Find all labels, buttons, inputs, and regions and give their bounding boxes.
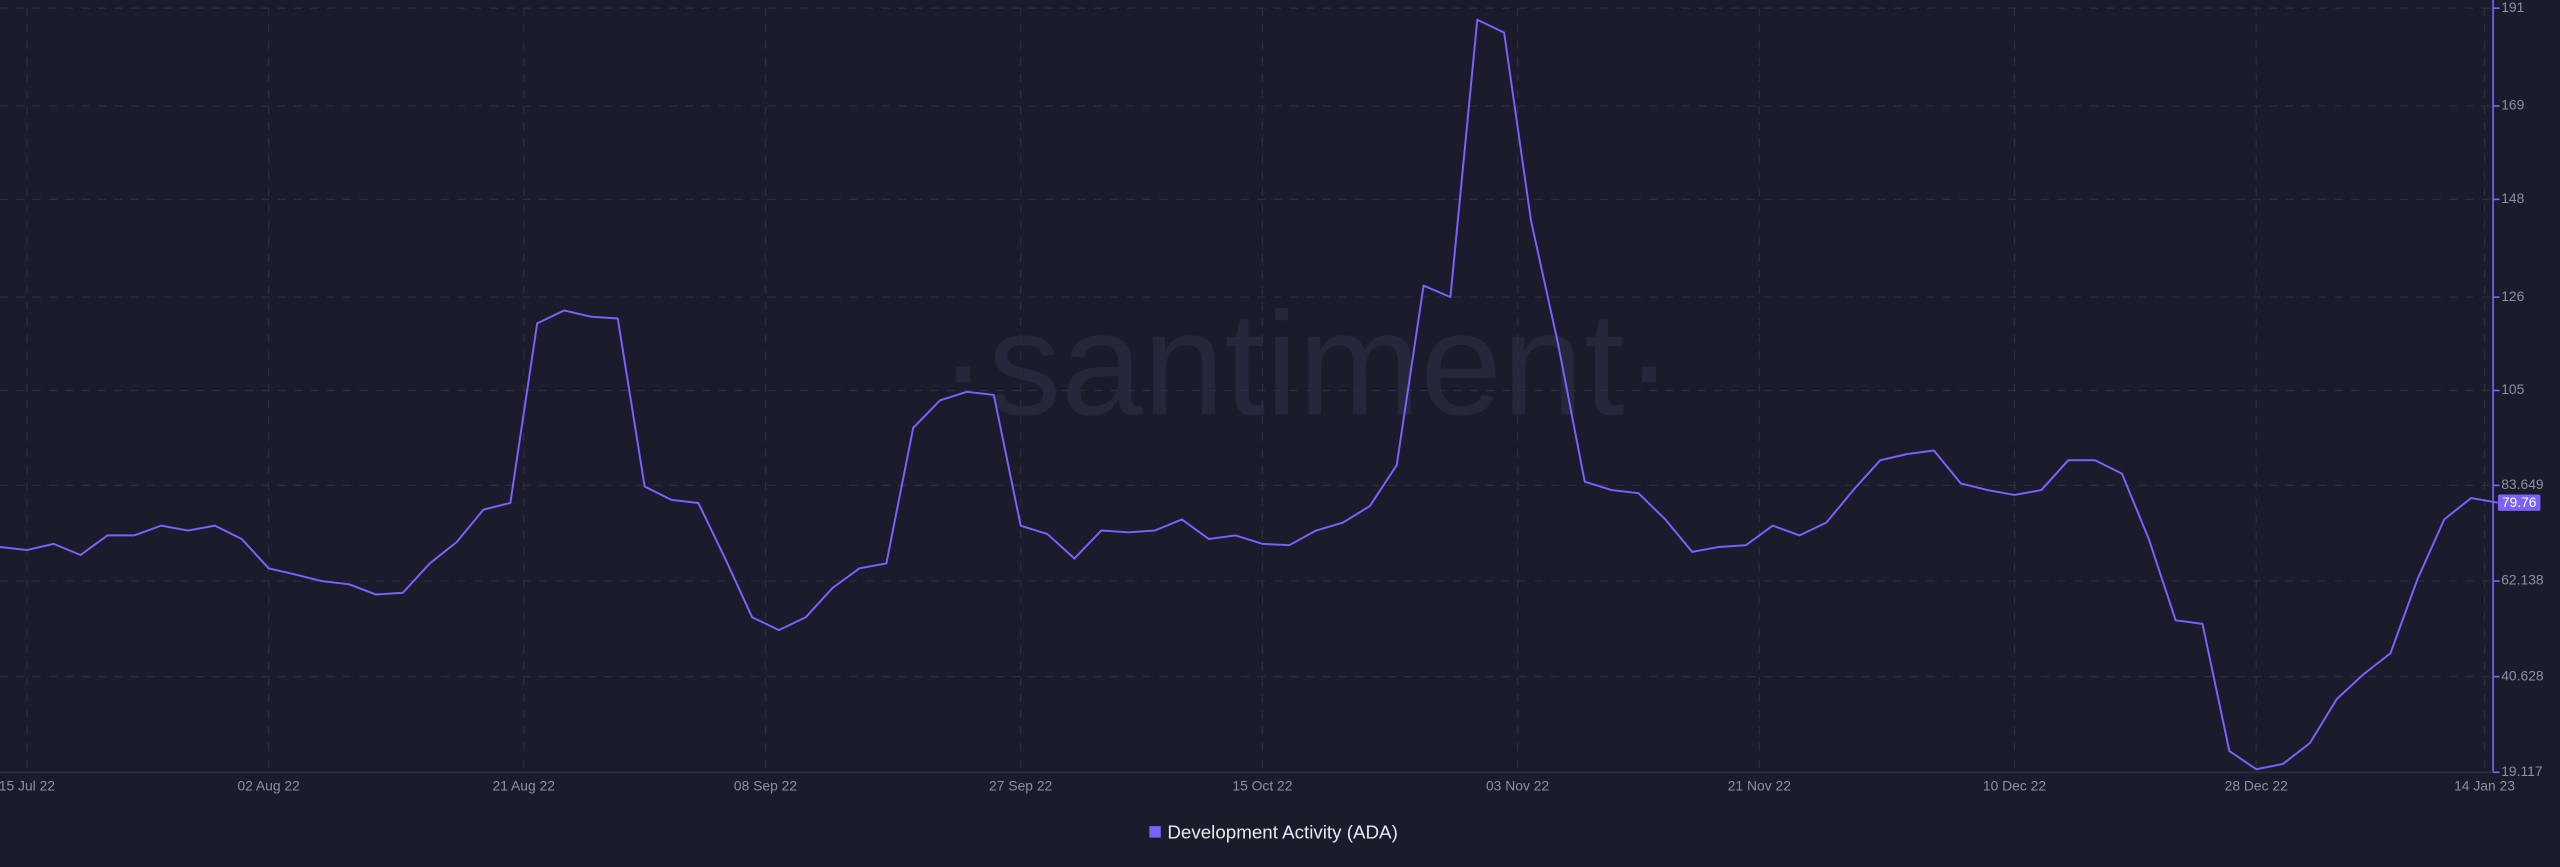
x-tick-label: 27 Sep 22 xyxy=(989,778,1052,794)
y-tick-label: 83.649 xyxy=(2501,476,2544,492)
x-tick-label: 02 Aug 22 xyxy=(237,778,300,794)
x-tick-label: 10 Dec 22 xyxy=(1983,778,2046,794)
x-tick-label: 08 Sep 22 xyxy=(734,778,797,794)
y-tick-label: 40.628 xyxy=(2501,667,2544,683)
watermark: ·santiment· xyxy=(939,282,1674,446)
x-tick-label: 03 Nov 22 xyxy=(1486,778,1549,794)
last-value-label: 79.76 xyxy=(2502,494,2537,510)
legend: Development Activity (ADA) xyxy=(1149,821,1398,842)
line-series xyxy=(0,18,2499,771)
x-tick-label: 21 Aug 22 xyxy=(493,778,556,794)
x-tick-label: 28 Dec 22 xyxy=(2225,778,2288,794)
y-tick-label: 169 xyxy=(2501,97,2524,113)
y-tick-label: 105 xyxy=(2501,381,2524,397)
legend-label: Development Activity (ADA) xyxy=(1167,821,1397,842)
y-tick-label: 62.138 xyxy=(2501,572,2544,588)
x-tick-label: 15 Jul 22 xyxy=(0,778,55,794)
x-tick-label: 15 Oct 22 xyxy=(1232,778,1292,794)
y-tick-label: 126 xyxy=(2501,288,2524,304)
last-value-tag xyxy=(2497,494,2541,511)
x-tick-label: 14 Jan 23 xyxy=(2454,778,2515,794)
y-tick-label: 148 xyxy=(2501,190,2524,206)
legend-swatch xyxy=(1149,826,1161,838)
y-tick-label: 191 xyxy=(2501,0,2524,15)
x-tick-label: 21 Nov 22 xyxy=(1728,778,1791,794)
y-tick-label: 19.117 xyxy=(2501,763,2543,779)
